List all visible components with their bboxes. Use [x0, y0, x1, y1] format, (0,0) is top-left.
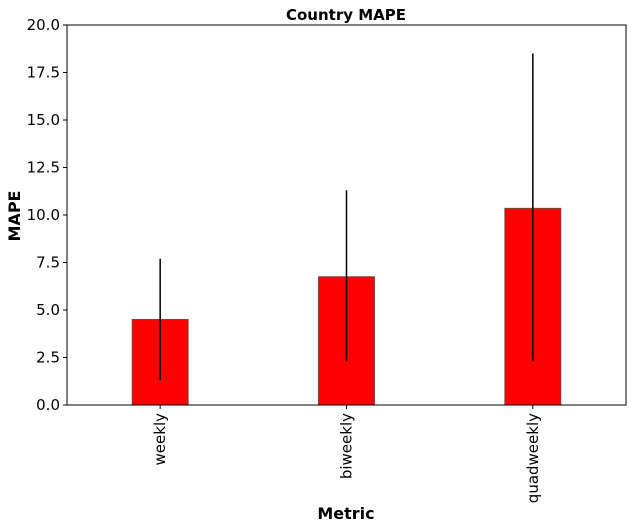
x-tick-label-biweekly: biweekly — [338, 413, 356, 479]
plot-area: weekly biweekly quadweekly 0.0 2.5 5.0 7.5 10.0… — [27, 16, 627, 503]
y-tick-label: 17.5 — [27, 64, 60, 82]
y-tick-label: 2.5 — [36, 349, 60, 367]
y-tick-label: 15.0 — [27, 111, 60, 129]
y-tick-label: 7.5 — [36, 254, 60, 272]
y-axis-label: MAPE — [5, 191, 24, 242]
x-axis-label: Metric — [317, 504, 374, 523]
y-tick-label: 5.0 — [36, 301, 60, 319]
chart-title: Country MAPE — [286, 6, 406, 24]
x-tick-label-quadweekly: quadweekly — [524, 413, 542, 503]
y-tick-label: 10.0 — [27, 206, 60, 224]
y-tick-label: 12.5 — [27, 159, 60, 177]
y-tick-label: 20.0 — [27, 16, 60, 34]
x-tick-label-weekly: weekly — [151, 413, 169, 466]
axes-frame — [66, 24, 627, 406]
y-tick-label: 0.0 — [36, 396, 60, 414]
